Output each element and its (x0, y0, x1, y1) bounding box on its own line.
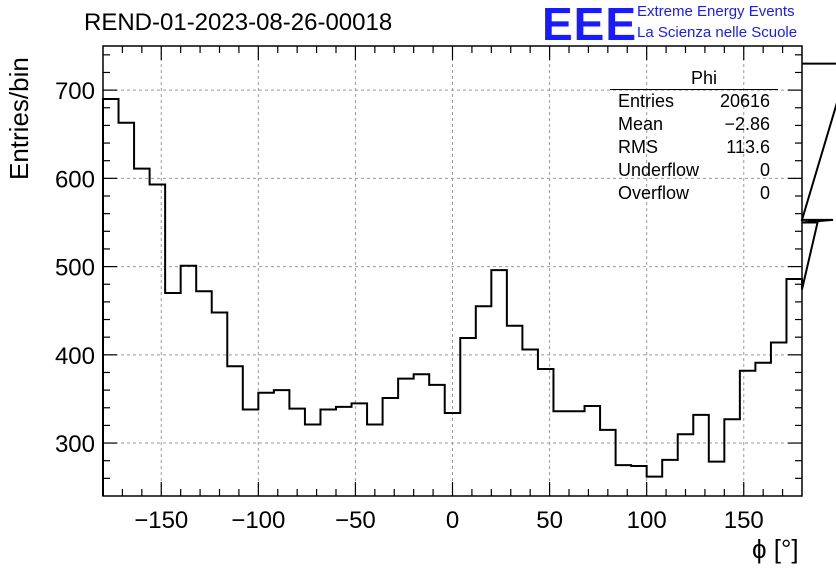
histogram-bin (693, 415, 709, 496)
stats-label: Entries (618, 91, 675, 111)
histogram-bin (134, 169, 150, 496)
histogram-bin (631, 466, 647, 496)
stats-label: Underflow (618, 160, 700, 180)
x-tick-label: 100 (627, 507, 667, 534)
histogram-bin (274, 390, 290, 496)
histogram-bin (398, 379, 414, 496)
stats-row-mean: Mean −2.86 (610, 113, 778, 136)
histogram-bin (600, 430, 616, 496)
stats-row-entries: Entries 20616 (610, 90, 778, 113)
axis-ticks (103, 46, 802, 496)
stats-label: RMS (618, 137, 658, 157)
histogram-bin (181, 266, 197, 496)
x-tick-label: 150 (724, 507, 764, 534)
eee-logo: EEE (542, 0, 638, 50)
histogram-bin (553, 411, 569, 496)
stats-row-underflow: Underflow 0 (610, 159, 778, 182)
y-tick-label: 500 (55, 255, 95, 282)
x-tick-label: −50 (335, 507, 376, 534)
histogram-bin (538, 369, 554, 496)
y-axis-label: Entries/bin (4, 57, 34, 180)
y-tick-label: 600 (55, 166, 95, 193)
chart-title: REND-01-2023-08-26-00018 (84, 9, 393, 36)
stats-value: 20616 (719, 91, 770, 111)
plot-frame (102, 45, 803, 497)
histogram-bin (258, 393, 274, 496)
histogram-bin (150, 185, 166, 496)
logo-line-2: La Scienza nelle Scuole (637, 24, 798, 41)
x-tick-label: −150 (134, 507, 188, 534)
stats-label: Overflow (618, 183, 690, 203)
histogram-bin (662, 460, 678, 496)
histogram-bin (305, 425, 321, 496)
histogram-bin (755, 363, 771, 496)
x-tick-label: 0 (446, 507, 459, 534)
grid-lines (103, 46, 802, 496)
histogram-bin (491, 270, 507, 496)
x-tick-label: −100 (231, 507, 285, 534)
histogram-bin (569, 411, 585, 496)
stats-value: 0 (759, 160, 770, 180)
histogram-bin (119, 123, 135, 496)
stats-row-overflow: Overflow 0 (610, 182, 778, 205)
stats-label: Mean (618, 114, 664, 134)
histogram-bin (103, 99, 119, 496)
histogram-bin (616, 465, 632, 496)
stats-title: Phi (610, 68, 778, 90)
y-tick-label: 400 (55, 343, 95, 370)
histogram-bin (367, 425, 383, 496)
histogram-bin (414, 374, 430, 496)
tick-labels: −150 −100 −50 0 50 100 150 300 400 500 600 700 (55, 78, 764, 534)
histogram-bin (709, 462, 725, 496)
histogram-bin (383, 398, 399, 496)
histogram-bin (336, 407, 352, 496)
histogram-bin (243, 410, 259, 496)
histogram-bin (320, 410, 336, 496)
histogram-outline (102, 62, 836, 496)
histogram-bin (196, 291, 212, 496)
y-tick-label: 700 (55, 78, 95, 105)
stats-value: 113.6 (726, 137, 770, 157)
histogram-bin (476, 306, 492, 496)
histogram-bin (585, 406, 601, 496)
stats-box: Phi Entries 20616 Mean −2.86 RMS 113.6 U… (610, 68, 778, 205)
histogram-bin (724, 419, 740, 496)
histogram-bin (647, 477, 663, 496)
x-axis-label: ϕ [°] (752, 534, 799, 564)
histogram-bin (212, 312, 228, 496)
histogram-bin (227, 366, 243, 496)
stats-value: −2.86 (724, 114, 770, 134)
stats-value: 0 (759, 183, 770, 203)
histogram-bin (289, 409, 305, 496)
histogram-bin (740, 371, 756, 496)
histogram-bin (786, 279, 802, 496)
histogram-bin (352, 403, 368, 496)
histogram-bin (522, 350, 538, 496)
stats-row-rms: RMS 113.6 (610, 136, 778, 159)
histogram-bin (165, 293, 181, 496)
y-tick-label: 300 (55, 431, 95, 458)
histogram-bin (771, 342, 787, 496)
histogram-bin (429, 385, 445, 496)
histogram-bin (460, 338, 476, 496)
logo-line-1: Extreme Energy Events (637, 3, 795, 20)
x-tick-label: 50 (536, 507, 563, 534)
histogram-bin (507, 326, 523, 496)
